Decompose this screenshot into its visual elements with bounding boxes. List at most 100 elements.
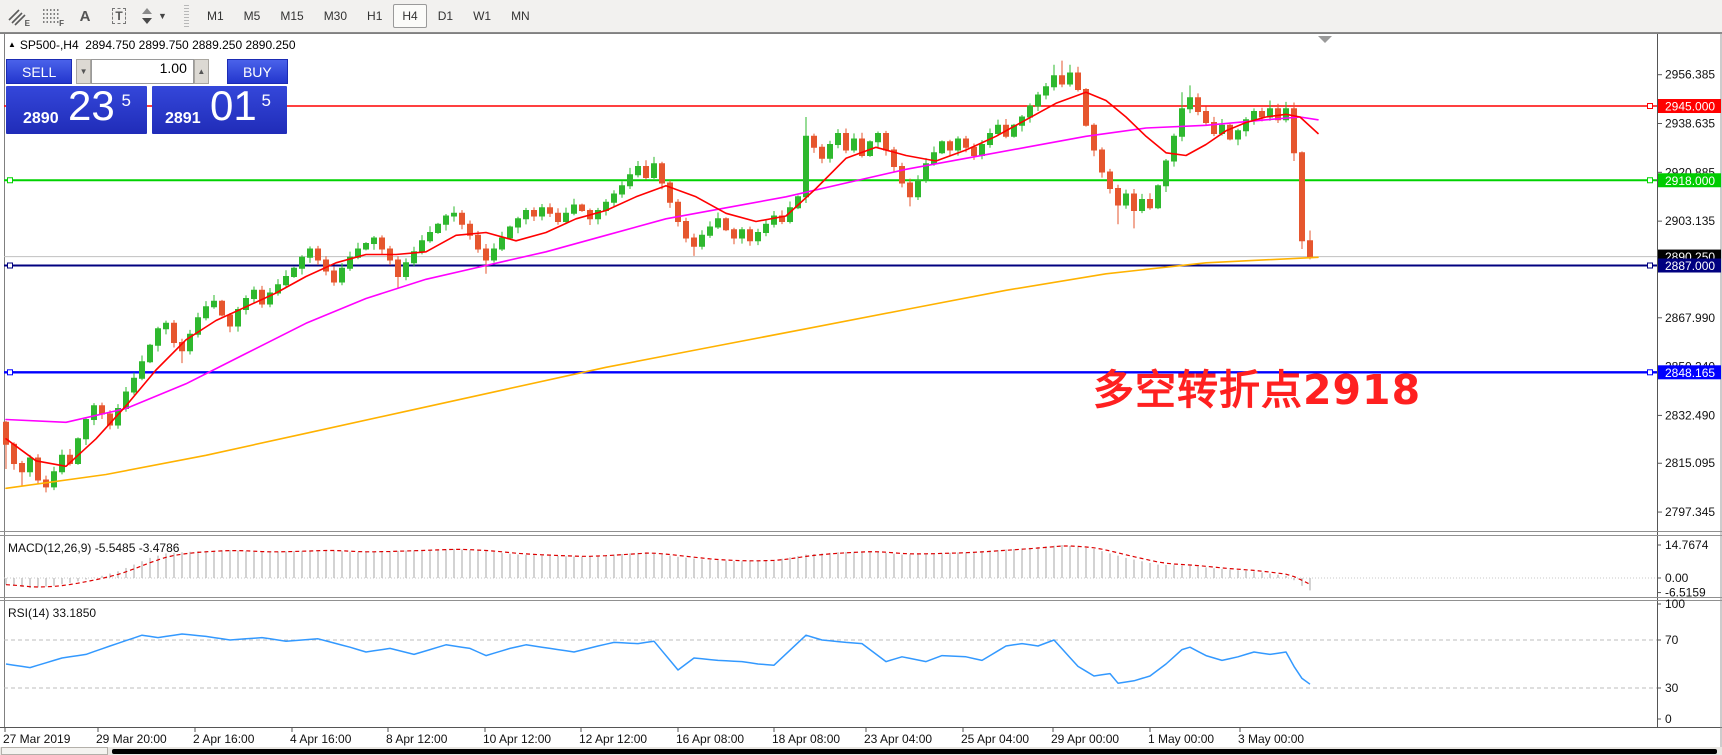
hline-handle[interactable] bbox=[7, 369, 13, 376]
candle bbox=[1043, 86, 1049, 96]
price-axis-label: 2903.135 bbox=[1665, 214, 1715, 228]
candle bbox=[195, 317, 201, 335]
price-axis-label: 2832.490 bbox=[1665, 408, 1715, 422]
hline-handle[interactable] bbox=[1647, 262, 1653, 269]
timeframe-button-H1[interactable]: H1 bbox=[367, 9, 383, 23]
timeframe-button-M5[interactable]: M5 bbox=[243, 9, 261, 23]
channel-tool-button[interactable]: E bbox=[2, 3, 32, 29]
timeframe-group: M1 M5 M15 M30 H1 H4 D1 W1 MN bbox=[197, 4, 540, 28]
timeframe-button-M1[interactable]: M1 bbox=[207, 9, 224, 23]
arrows-dropdown-caret[interactable]: ▼ bbox=[158, 11, 167, 21]
sell-button[interactable]: SELL bbox=[6, 59, 73, 84]
candle bbox=[723, 218, 729, 231]
candle bbox=[171, 322, 177, 344]
time-axis-label: 29 Apr 00:00 bbox=[1051, 732, 1119, 746]
hline-handle[interactable] bbox=[1647, 369, 1653, 376]
chart-shift-marker-icon[interactable] bbox=[1318, 36, 1332, 43]
ask-price-tile[interactable]: 2891 01 5 bbox=[152, 82, 287, 134]
fast-ma-red bbox=[5, 91, 1319, 468]
timeframe-button-MN[interactable]: MN bbox=[511, 9, 530, 23]
hline-handle[interactable] bbox=[1647, 177, 1653, 184]
candle bbox=[91, 405, 97, 421]
candle bbox=[499, 237, 505, 250]
text-tool-button[interactable]: A bbox=[70, 3, 100, 29]
candle bbox=[347, 256, 353, 269]
bid-price-tile[interactable]: 2890 23 5 bbox=[6, 82, 147, 134]
candle bbox=[323, 259, 329, 272]
hline-handle[interactable] bbox=[7, 177, 13, 184]
candle bbox=[947, 141, 953, 151]
candle bbox=[1179, 108, 1185, 137]
rsi-axis-label: 30 bbox=[1665, 681, 1679, 695]
candle bbox=[843, 133, 849, 151]
candle bbox=[35, 457, 41, 481]
price-axis-label: 2815.095 bbox=[1665, 456, 1715, 470]
candle bbox=[699, 234, 705, 247]
chart-annotation-text[interactable]: 多空转折点2918 bbox=[1093, 366, 1422, 414]
candle bbox=[627, 174, 633, 187]
candle bbox=[915, 179, 921, 198]
candle bbox=[1259, 111, 1265, 118]
candle bbox=[763, 223, 769, 234]
candle bbox=[51, 471, 57, 488]
arrows-tool-button[interactable]: ▼ bbox=[138, 3, 168, 29]
candle bbox=[411, 251, 417, 264]
hline-price-label-box bbox=[1658, 258, 1721, 273]
volume-decrease-button[interactable]: ▼ bbox=[76, 59, 92, 84]
candle bbox=[139, 361, 145, 379]
toolbar: E F A T ▼ M1 M5 M15 M30 H1 H4 D1 W1 MN bbox=[0, 0, 1722, 33]
timeframe-button-D1[interactable]: D1 bbox=[437, 9, 454, 23]
ask-price-big: 01 bbox=[210, 82, 257, 129]
fibo-grid-tool-button[interactable]: F bbox=[36, 3, 66, 29]
ask-price-sup: 5 bbox=[261, 91, 271, 110]
rsi-axis-label: 100 bbox=[1665, 597, 1685, 611]
hline-handle[interactable] bbox=[7, 262, 13, 269]
time-axis-label: 8 Apr 12:00 bbox=[386, 732, 448, 746]
candle bbox=[315, 248, 321, 261]
candle bbox=[451, 212, 457, 217]
timeframe-button-H4[interactable]: H4 bbox=[393, 4, 427, 28]
candle bbox=[203, 306, 209, 319]
time-axis-label: 10 Apr 12:00 bbox=[483, 732, 551, 746]
candle bbox=[1075, 72, 1081, 91]
candle bbox=[883, 133, 889, 151]
object-tree-arrow-icon[interactable]: ▲ bbox=[8, 40, 16, 49]
candle bbox=[379, 237, 385, 250]
candle bbox=[1227, 124, 1233, 140]
candle bbox=[691, 237, 697, 247]
candle bbox=[875, 133, 881, 143]
candle bbox=[771, 215, 777, 225]
candle bbox=[259, 289, 265, 305]
textbox-tool-button[interactable]: T bbox=[104, 3, 134, 29]
timeframe-button-M15[interactable]: M15 bbox=[280, 9, 304, 23]
candle bbox=[963, 138, 969, 148]
volume-input[interactable]: 1.00 bbox=[91, 59, 194, 84]
time-axis-label: 27 Mar 2019 bbox=[3, 732, 71, 746]
timeframe-button-M30[interactable]: M30 bbox=[323, 9, 348, 23]
candle bbox=[1291, 108, 1297, 154]
horizontal-scrollbar[interactable] bbox=[112, 749, 1717, 754]
candle bbox=[651, 163, 657, 179]
candle bbox=[819, 146, 825, 159]
candle bbox=[1115, 188, 1121, 206]
hline-handle[interactable] bbox=[1647, 103, 1653, 110]
hline-price-label-box bbox=[1658, 99, 1721, 114]
candle bbox=[1251, 111, 1257, 121]
arrows-icon bbox=[142, 8, 153, 24]
candle bbox=[1171, 135, 1177, 162]
fibo-grid-icon-sub: F bbox=[59, 19, 64, 28]
scrollbar-left-thumb[interactable] bbox=[1, 747, 108, 755]
volume-increase-button[interactable]: ▲ bbox=[193, 59, 209, 84]
candle bbox=[219, 300, 225, 316]
buy-button[interactable]: BUY bbox=[226, 59, 288, 84]
textbox-tool-icon: T bbox=[112, 8, 126, 24]
candle bbox=[3, 421, 9, 445]
candle bbox=[19, 463, 25, 473]
candle bbox=[1139, 199, 1145, 212]
candle bbox=[683, 221, 689, 239]
candle bbox=[715, 218, 721, 228]
timeframe-button-W1[interactable]: W1 bbox=[473, 9, 492, 23]
toolbar-drag-handle[interactable] bbox=[184, 5, 189, 27]
candle bbox=[1243, 119, 1249, 132]
